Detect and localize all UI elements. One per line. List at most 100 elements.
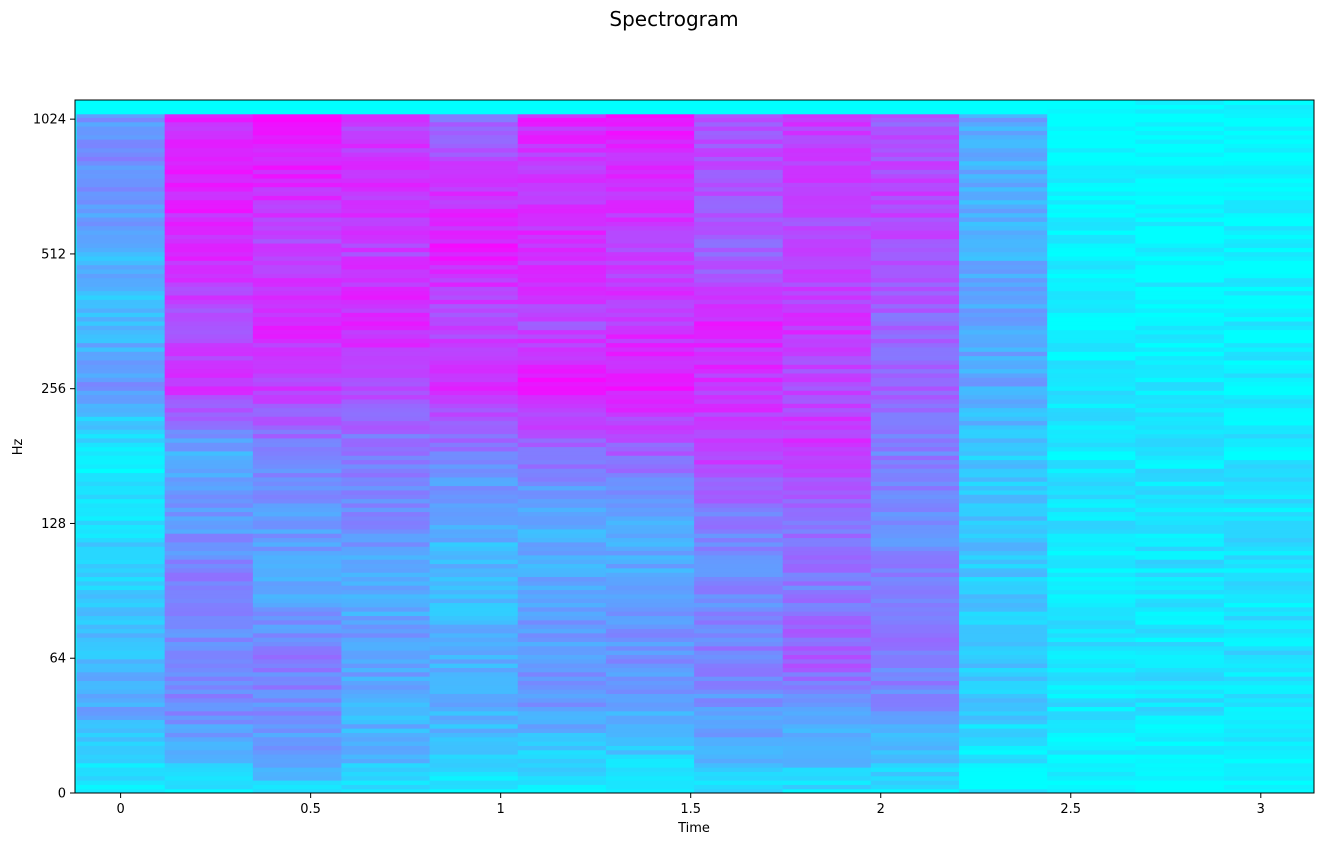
spectrogram-cell xyxy=(1047,650,1136,655)
spectrogram-cell xyxy=(1047,216,1136,222)
spectrogram-cell xyxy=(164,650,254,655)
spectrogram-cell xyxy=(517,394,607,400)
spectrogram-cell xyxy=(782,199,872,205)
spectrogram-cell xyxy=(252,147,342,153)
spectrogram-cell xyxy=(870,398,960,404)
spectrogram-cell xyxy=(252,286,342,292)
spectrogram-cell xyxy=(1047,134,1136,140)
spectrogram-cell xyxy=(76,632,166,638)
spectrogram-cell xyxy=(76,533,166,539)
spectrogram-cell xyxy=(694,511,783,517)
spectrogram-cell xyxy=(164,190,254,196)
spectrogram-cell xyxy=(1223,411,1313,417)
spectrogram-cell xyxy=(694,650,783,655)
spectrogram-cell xyxy=(517,485,607,491)
spectrogram-cell xyxy=(76,290,166,296)
spectrogram-cell xyxy=(694,416,783,422)
spectrogram-cell xyxy=(959,537,1048,543)
spectrogram-cell xyxy=(1047,173,1136,179)
spectrogram-cell xyxy=(870,394,960,400)
spectrogram-cell xyxy=(1135,212,1225,218)
spectrogram-cell xyxy=(1135,723,1225,729)
spectrogram-cell xyxy=(1223,606,1313,612)
spectrogram-cell xyxy=(252,676,342,681)
spectrogram-cell xyxy=(959,697,1048,703)
spectrogram-cell xyxy=(782,212,872,218)
spectrogram-cell xyxy=(429,320,519,326)
spectrogram-cell xyxy=(605,420,695,426)
spectrogram-cell xyxy=(1135,719,1225,725)
spectrogram-cell xyxy=(870,121,960,127)
spectrogram-cell xyxy=(1047,762,1136,768)
spectrogram-cell xyxy=(870,684,960,690)
spectrogram-cell xyxy=(76,689,166,694)
spectrogram-cell xyxy=(1047,641,1136,647)
spectrogram-cell xyxy=(870,147,960,153)
spectrogram-cell xyxy=(164,281,254,287)
spectrogram-cell xyxy=(1047,615,1136,621)
spectrogram-cell xyxy=(76,684,166,690)
y-axis-label: Hz xyxy=(11,439,26,456)
spectrogram-cell xyxy=(694,403,783,409)
spectrogram-cell xyxy=(76,147,166,153)
spectrogram-cell xyxy=(1135,554,1225,560)
spectrogram-cell xyxy=(1047,710,1136,716)
spectrogram-cell xyxy=(870,433,960,439)
spectrogram-cell xyxy=(1135,156,1225,162)
spectrogram-cell xyxy=(1223,221,1313,227)
spectrogram-cell xyxy=(252,242,342,248)
spectrogram-cell xyxy=(252,403,342,409)
spectrogram-cell xyxy=(252,442,342,448)
spectrogram-cell xyxy=(605,229,695,235)
spectrogram-cell xyxy=(517,143,607,149)
spectrogram-cell xyxy=(870,403,960,409)
spectrogram-cell xyxy=(694,307,783,313)
spectrogram-cell xyxy=(605,260,695,266)
spectrogram-cell xyxy=(252,125,342,131)
spectrogram-cell xyxy=(252,580,342,586)
spectrogram-cell xyxy=(959,186,1048,192)
spectrogram-cell xyxy=(429,559,519,565)
spectrogram-cell xyxy=(252,355,342,361)
spectrogram-cell xyxy=(76,563,166,569)
spectrogram-cell xyxy=(164,156,254,162)
spectrogram-cell xyxy=(252,520,342,526)
spectrogram-cell xyxy=(959,182,1048,188)
spectrogram-cell xyxy=(1223,299,1313,305)
spectrogram-cell xyxy=(870,143,960,149)
spectrogram-cell xyxy=(694,762,783,768)
spectrogram-cell xyxy=(341,476,431,482)
spectrogram-cell xyxy=(252,346,342,352)
spectrogram-cell xyxy=(252,615,342,621)
spectrogram-cell xyxy=(1135,745,1225,751)
spectrogram-cell xyxy=(517,511,607,517)
spectrogram-cell xyxy=(252,203,342,209)
spectrogram-cell xyxy=(164,394,254,400)
spectrogram-cell xyxy=(694,264,783,270)
spectrogram-cell xyxy=(517,775,607,781)
spectrogram-cell xyxy=(517,524,607,530)
spectrogram-cell xyxy=(517,719,607,725)
spectrogram-cell xyxy=(341,182,431,188)
spectrogram-cell xyxy=(517,589,607,595)
spectrogram-cell xyxy=(76,658,166,664)
spectrogram-cell xyxy=(694,528,783,534)
spectrogram-cell xyxy=(517,632,607,638)
spectrogram-cell xyxy=(429,671,519,677)
spectrogram-cell xyxy=(517,286,607,292)
spectrogram-cell xyxy=(870,290,960,296)
spectrogram-cell xyxy=(76,489,166,495)
spectrogram-cell xyxy=(870,390,960,396)
spectrogram-cell xyxy=(1223,242,1313,248)
spectrogram-cell xyxy=(252,234,342,240)
spectrogram-cell xyxy=(1135,429,1225,435)
spectrogram-cell xyxy=(76,749,166,755)
spectrogram-cell xyxy=(1135,273,1225,279)
spectrogram-cell xyxy=(694,745,783,751)
spectrogram-cell xyxy=(870,268,960,274)
spectrogram-cell xyxy=(782,216,872,222)
spectrogram-cell xyxy=(605,758,695,764)
spectrogram-cell xyxy=(76,780,166,785)
spectrogram-cell xyxy=(1135,684,1225,690)
